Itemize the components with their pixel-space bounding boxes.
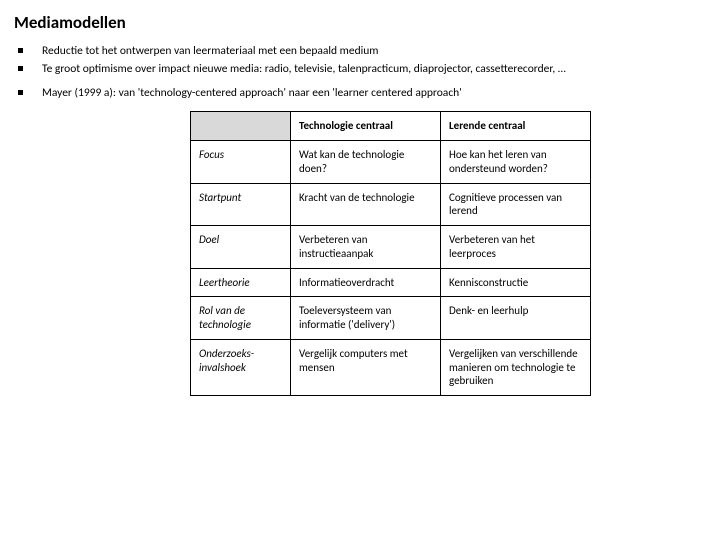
slide-page: Mediamodellen Reductie tot het ontwerpen… [0,0,720,408]
row-label: Focus [191,141,291,184]
cell: Cognitieve processen van lerend [441,183,591,226]
cell: Informatieoverdracht [291,268,441,297]
table-header-row: Technologie centraal Lerende centraal [191,112,591,141]
list-item: Mayer (1999 a): van 'technology-centered… [14,85,706,101]
table-row: Focus Wat kan de technologie doen? Hoe k… [191,141,591,184]
row-label: Rol van de technologie [191,297,291,340]
cell: Verbeteren van instructieaanpak [291,226,441,269]
table-row: Startpunt Kracht van de technologie Cogn… [191,183,591,226]
table-header-col2: Technologie centraal [291,112,441,141]
cell: Kracht van de technologie [291,183,441,226]
list-item: Te groot optimisme over impact nieuwe me… [14,61,706,77]
bullet-list-b: Mayer (1999 a): van 'technology-centered… [14,85,706,101]
cell: Wat kan de technologie doen? [291,141,441,184]
row-label: Onderzoeks-invalshoek [191,339,291,395]
table-row: Leertheorie Informatieoverdracht Kennisc… [191,268,591,297]
row-label: Doel [191,226,291,269]
comparison-table: Technologie centraal Lerende centraal Fo… [190,111,591,396]
table-header-col3: Lerende centraal [441,112,591,141]
cell: Toeleversysteem van informatie ('deliver… [291,297,441,340]
table-header-blank [191,112,291,141]
cell: Verbeteren van het leerproces [441,226,591,269]
table-row: Onderzoeks-invalshoek Vergelijk computer… [191,339,591,395]
row-label: Leertheorie [191,268,291,297]
table-row: Rol van de technologie Toeleversysteem v… [191,297,591,340]
page-title: Mediamodellen [14,12,706,33]
cell: Kennisconstructie [441,268,591,297]
cell: Hoe kan het leren van ondersteund worden… [441,141,591,184]
row-label: Startpunt [191,183,291,226]
list-item: Reductie tot het ontwerpen van leermater… [14,43,706,59]
table-row: Doel Verbeteren van instructieaanpak Ver… [191,226,591,269]
cell: Denk- en leerhulp [441,297,591,340]
cell: Vergelijken van verschillende manieren o… [441,339,591,395]
bullet-list-a: Reductie tot het ontwerpen van leermater… [14,43,706,77]
cell: Vergelijk computers met mensen [291,339,441,395]
